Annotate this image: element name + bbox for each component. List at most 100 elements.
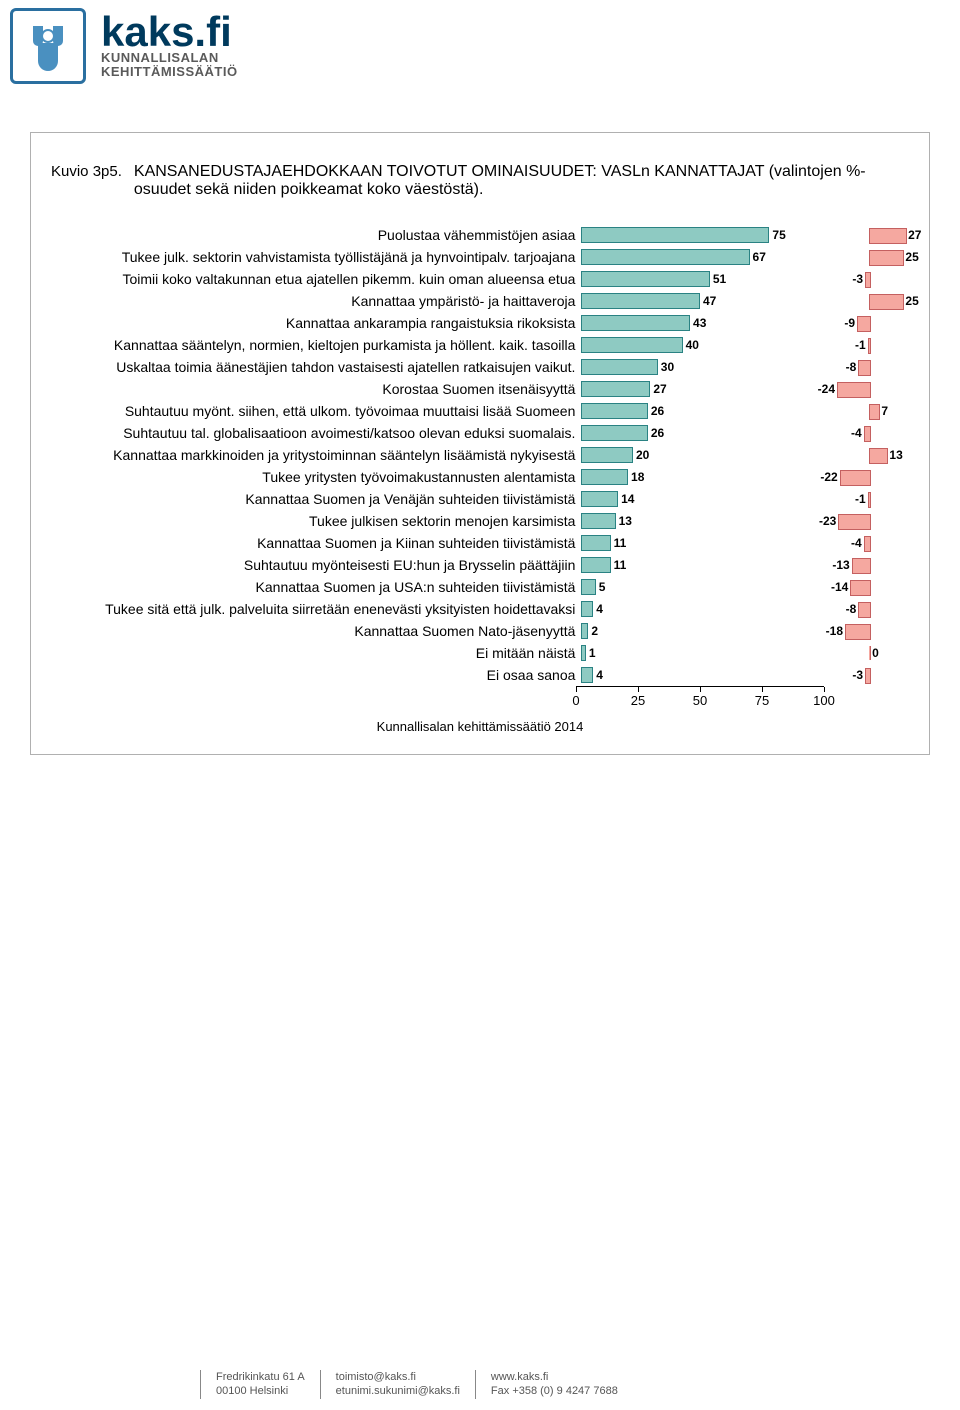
logo-sub1: KUNNALLISALAN	[101, 51, 238, 65]
main-bar	[581, 469, 628, 485]
main-bar-value: 4	[596, 602, 603, 616]
logo-sub2: KEHITTÄMISSÄÄTIÖ	[101, 65, 238, 79]
main-bar-value: 30	[661, 360, 674, 374]
figure-label: Kuvio 3p5.	[51, 163, 122, 180]
logo-text: kaks.fi KUNNALLISALAN KEHITTÄMISSÄÄTIÖ	[101, 13, 238, 79]
chart-title-row: Kuvio 3p5. KANSANEDUSTAJAEHDOKKAAN TOIVO…	[51, 163, 909, 199]
chart-footer: Kunnallisalan kehittämissäätiö 2014	[51, 719, 909, 734]
deviation-bar-area: -18	[829, 623, 909, 639]
deviation-value: -8	[846, 602, 857, 616]
deviation-bar-area: 25	[829, 249, 909, 265]
logo-area: kaks.fi KUNNALLISALAN KEHITTÄMISSÄÄTIÖ	[0, 0, 960, 92]
deviation-value: -3	[852, 272, 863, 286]
deviation-bar-area: -8	[829, 359, 909, 375]
main-bar	[581, 425, 647, 441]
row-label: Suhtautuu tal. globalisaatioon avoimesti…	[51, 425, 581, 441]
main-bar	[581, 535, 610, 551]
row-label: Tukee julkisen sektorin menojen karsimis…	[51, 513, 581, 529]
deviation-value: -22	[820, 470, 837, 484]
chart-row: Kannattaa Suomen ja Kiinan suhteiden tii…	[51, 532, 909, 554]
deviation-bar-area: -4	[829, 535, 909, 551]
deviation-bar	[857, 316, 871, 332]
main-bar-value: 18	[631, 470, 644, 484]
deviation-bar	[869, 250, 904, 266]
footer-col-address: Fredrikinkatu 61 A 00100 Helsinki	[200, 1370, 320, 1399]
main-bar-area: 40	[581, 337, 829, 353]
deviation-bar-area: -23	[829, 513, 909, 529]
axis-tick	[638, 687, 639, 692]
deviation-bar-area: -14	[829, 579, 909, 595]
main-bar-area: 75	[581, 227, 829, 243]
row-label: Suhtautuu myönt. siihen, että ulkom. työ…	[51, 403, 581, 419]
footer-web: www.kaks.fi	[491, 1370, 618, 1384]
deviation-value: -4	[851, 426, 862, 440]
shield-icon	[23, 21, 73, 71]
main-bar-value: 13	[619, 514, 632, 528]
deviation-value: -18	[826, 624, 843, 638]
axis-tick	[700, 687, 701, 692]
row-label: Puolustaa vähemmistöjen asiaa	[51, 227, 581, 243]
chart-title: KANSANEDUSTAJAEHDOKKAAN TOIVOTUT OMINAIS…	[134, 163, 909, 199]
deviation-bar	[869, 404, 880, 420]
deviation-value: -13	[832, 558, 849, 572]
deviation-bar	[858, 602, 871, 618]
main-bar-area: 20	[581, 447, 829, 463]
row-label: Kannattaa markkinoiden ja yritystoiminna…	[51, 447, 581, 463]
main-bar	[581, 359, 657, 375]
main-bar	[581, 403, 647, 419]
footer-email-1: toimisto@kaks.fi	[336, 1370, 460, 1384]
deviation-bar-area: -8	[829, 601, 909, 617]
main-bar-area: 18	[581, 469, 829, 485]
row-label: Ei osaa sanoa	[51, 667, 581, 683]
chart-row: Kannattaa markkinoiden ja yritystoiminna…	[51, 444, 909, 466]
main-bar-area: 30	[581, 359, 829, 375]
row-label: Uskaltaa toimia äänestäjien tahdon vasta…	[51, 359, 581, 375]
main-bar-area: 13	[581, 513, 829, 529]
main-bar	[581, 271, 709, 287]
deviation-bar	[868, 492, 871, 508]
main-bar	[581, 315, 690, 331]
chart-row: Ei mitään näistä10	[51, 642, 909, 664]
row-label: Tukee sitä että julk. palveluita siirret…	[51, 601, 581, 617]
deviation-value: 7	[881, 404, 888, 418]
axis-tick-label: 100	[813, 693, 835, 708]
deviation-bar	[869, 294, 904, 310]
row-label: Kannattaa Suomen ja Venäjän suhteiden ti…	[51, 491, 581, 507]
main-bar-value: 47	[703, 294, 716, 308]
deviation-value: -4	[851, 536, 862, 550]
main-bar-value: 2	[591, 624, 598, 638]
main-bar-area: 4	[581, 667, 829, 683]
logo-main-text: kaks.fi	[101, 13, 238, 51]
row-label: Kannattaa Suomen ja Kiinan suhteiden tii…	[51, 535, 581, 551]
row-label: Tukee julk. sektorin vahvistamista työll…	[51, 249, 581, 265]
chart-row: Toimii koko valtakunnan etua ajatellen p…	[51, 268, 909, 290]
main-bar	[581, 623, 588, 639]
deviation-bar-area: -4	[829, 425, 909, 441]
main-bar-area: 26	[581, 425, 829, 441]
main-bar	[581, 293, 700, 309]
main-bar-value: 14	[621, 492, 634, 506]
deviation-bar-area: 27	[829, 227, 909, 243]
chart-row: Kannattaa sääntelyn, normien, kieltojen …	[51, 334, 909, 356]
main-bar	[581, 513, 615, 529]
chart-body: Puolustaa vähemmistöjen asiaa7527Tukee j…	[51, 224, 909, 686]
chart-row: Puolustaa vähemmistöjen asiaa 75 27	[51, 224, 909, 246]
deviation-bar-area: 0	[829, 645, 909, 661]
axis-tick-label: 75	[755, 693, 769, 708]
main-bar-value: 26	[651, 404, 664, 418]
main-bar-area: 4	[581, 601, 829, 617]
main-bar-value: 1	[589, 646, 596, 660]
axis-tick-label: 0	[572, 693, 579, 708]
deviation-value: -14	[831, 580, 848, 594]
x-axis: 0255075100	[51, 686, 909, 711]
axis-tick-label: 25	[631, 693, 645, 708]
main-bar-area: 11	[581, 557, 829, 573]
logo-mark	[10, 8, 86, 84]
row-label: Kannattaa sääntelyn, normien, kieltojen …	[51, 337, 581, 353]
footer-col-email: toimisto@kaks.fi etunimi.sukunimi@kaks.f…	[320, 1370, 475, 1399]
main-bar-value: 4	[596, 668, 603, 682]
deviation-bar	[838, 514, 871, 530]
main-bar-area: 67	[581, 249, 829, 265]
axis-tick	[824, 687, 825, 692]
main-bar-value: 75	[772, 228, 785, 242]
